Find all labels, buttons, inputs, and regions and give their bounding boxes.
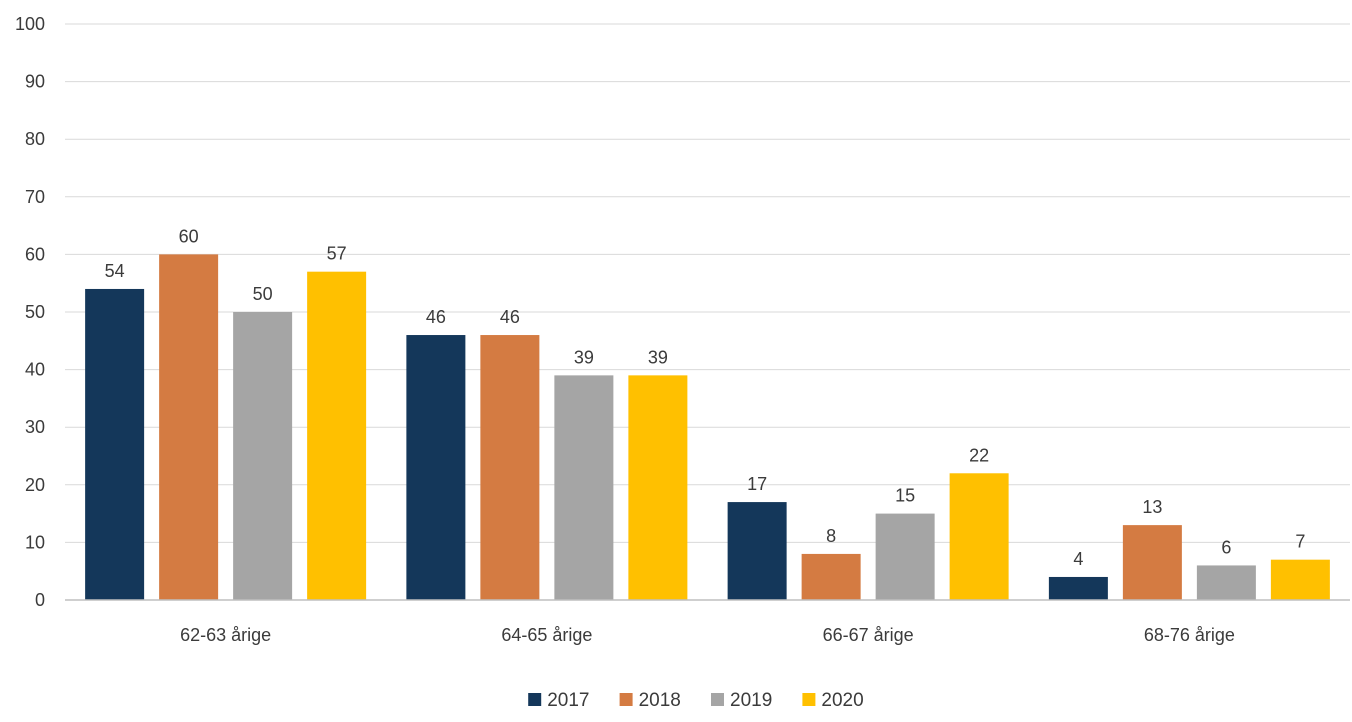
data-label: 39 [574,347,594,367]
y-tick-label: 10 [25,532,45,552]
legend-swatch [619,693,633,706]
data-label: 17 [747,474,767,494]
y-tick-label: 50 [25,302,45,322]
bar-2020 [1270,559,1330,600]
bar-2020 [949,473,1009,600]
y-tick-label: 30 [25,417,45,437]
x-tick-label: 66-67 årige [823,625,914,645]
data-label: 6 [1221,537,1231,557]
y-tick-label: 60 [25,244,45,264]
y-axis-ticks: 0 10 20 30 40 50 60 70 80 90 100 [15,14,45,610]
bar-2019 [1196,565,1256,600]
bar-2019 [233,312,293,600]
data-label: 13 [1142,497,1162,517]
y-tick-label: 80 [25,129,45,149]
bar-2018 [480,335,540,600]
bar-2020 [628,375,688,600]
y-tick-label: 100 [15,14,45,34]
data-label: 50 [253,284,273,304]
bar-2018 [159,254,219,600]
legend-swatch [528,693,542,706]
bar-2019 [875,513,935,600]
data-label: 57 [327,244,347,264]
data-label: 46 [426,307,446,327]
category-labels: 62-63 årige 64-65 årige 66-67 årige 68-76 å… [180,625,1235,645]
legend-swatch [711,693,724,706]
legend-item-2020: 2020 [802,690,864,711]
legend-item-2017: 2017 [528,690,589,711]
legend: 2017 2018 2019 2020 [528,690,864,711]
data-label: 54 [105,261,125,281]
bar-2018 [1122,525,1182,600]
bar-2020 [307,271,367,600]
legend-item-2019: 2019 [711,690,772,711]
legend-label: 2019 [730,690,772,711]
y-tick-label: 40 [25,360,45,380]
legend-label: 2018 [639,690,681,711]
bar-2017 [85,288,145,600]
x-tick-label: 62-63 årige [180,625,271,645]
legend-swatch [802,693,816,706]
data-label: 46 [500,307,520,327]
x-tick-label: 64-65 årige [501,625,592,645]
y-tick-label: 20 [25,475,45,495]
legend-item-2018: 2018 [619,690,681,711]
bar-2018 [801,553,861,600]
data-label: 4 [1073,549,1083,569]
data-label: 22 [969,445,989,465]
legend-label: 2020 [821,690,863,711]
data-label: 39 [648,347,668,367]
data-label: 60 [179,226,199,246]
x-tick-label: 68-76 årige [1144,625,1235,645]
bar-2017 [406,335,466,600]
bars [85,254,1330,600]
bar-2017 [727,502,787,600]
legend-label: 2017 [547,690,589,711]
data-label: 7 [1295,532,1305,552]
y-tick-label: 90 [25,72,45,92]
y-tick-label: 70 [25,187,45,207]
data-label: 8 [826,526,836,546]
data-label: 15 [895,486,915,506]
y-tick-label: 0 [35,590,45,610]
data-labels: 54 60 50 57 46 46 39 39 17 8 15 22 4 13 6 7 [105,226,1306,569]
bar-2019 [554,375,614,600]
bar-2017 [1048,576,1108,600]
